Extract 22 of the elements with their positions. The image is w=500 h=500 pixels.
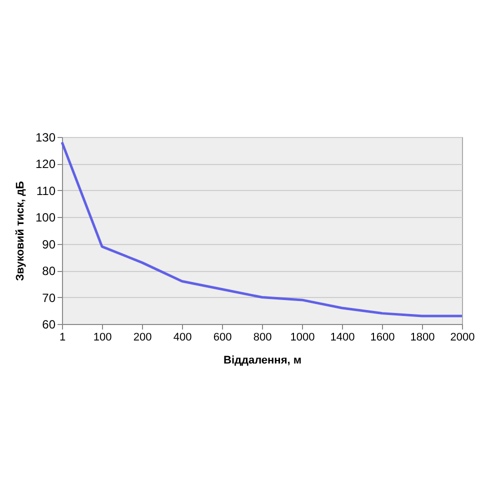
x-tick-label: 2000 [450,332,475,344]
x-tick-label: 1000 [290,332,315,344]
x-tick-label: 400 [173,332,192,344]
x-tick-label: 1600 [370,332,395,344]
y-tick-label: 130 [35,130,56,144]
x-tick-label: 200 [133,332,152,344]
x-tick-label: 800 [253,332,272,344]
y-tick-label: 70 [42,290,56,305]
x-axis-title: Віддалення, м [224,354,302,366]
x-tick-label: 1800 [410,332,435,344]
y-tick-label: 120 [35,157,56,172]
y-tick-label: 100 [35,210,56,225]
y-tick-label: 80 [42,264,56,278]
y-tick-label: 90 [42,237,56,252]
x-tick-label: 100 [93,332,112,344]
x-tick-label: 1400 [330,332,355,344]
line-series [60,141,464,318]
y-axis-title: Звуковий тиск, дБ [14,181,26,281]
y-tick-label: 60 [42,318,56,332]
x-tick-label: 600 [213,332,232,344]
x-tick-label: 1 [59,332,66,344]
y-tick-label: 110 [36,184,56,198]
